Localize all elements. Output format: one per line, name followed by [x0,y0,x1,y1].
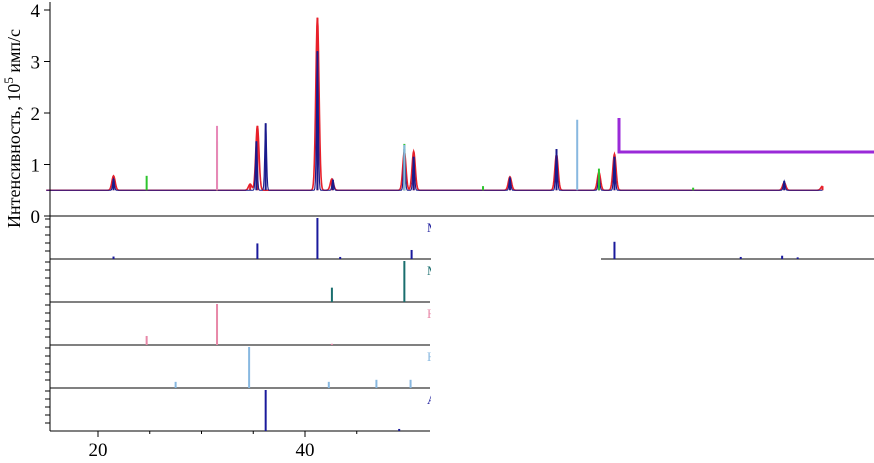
series-4 [403,119,579,191]
x-tick-label-20: 20 [89,440,108,461]
ref-panel-1: M [45,261,439,303]
y-axis-label: Интенсивность, 105 имп/с [1,29,24,228]
main-panel [46,17,824,192]
x-tick-label-40: 40 [296,440,315,461]
y-tick-label-1: 1 [31,156,41,177]
series-0-profile [46,17,823,192]
y-tick-label-0: 0 [31,207,41,228]
series-1-profile [46,51,823,191]
y-tick-label-2: 2 [31,104,41,125]
y-tick-label-3: 3 [31,53,41,74]
overlay-cover-bottom-right [431,262,874,463]
series-0 [46,17,824,192]
overlay [431,118,874,463]
overlay-cover-label [431,222,601,262]
ref-panel-4: A [45,390,437,432]
ref-panel-3: H [45,347,436,389]
y-tick-label-4: 4 [31,1,41,22]
overlay-bracket [617,118,874,154]
ref-panel-2: H [45,304,436,346]
series-1 [46,51,823,191]
